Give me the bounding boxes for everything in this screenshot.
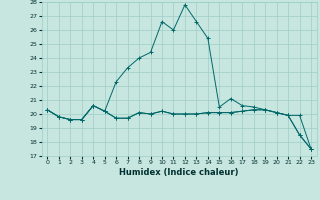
X-axis label: Humidex (Indice chaleur): Humidex (Indice chaleur) bbox=[119, 168, 239, 177]
